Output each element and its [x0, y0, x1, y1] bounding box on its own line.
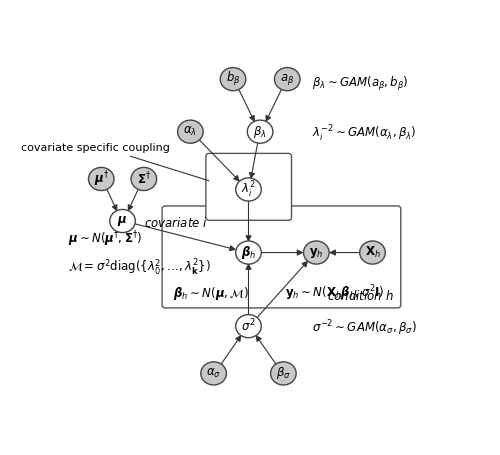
- Text: $\boldsymbol{\mu} \sim N(\boldsymbol{\mu}^{\dagger}, \boldsymbol{\Sigma}^{\dagge: $\boldsymbol{\mu} \sim N(\boldsymbol{\mu…: [68, 229, 142, 249]
- Text: $\sigma^2$: $\sigma^2$: [242, 318, 256, 334]
- Text: $\beta_{\lambda} \sim GAM(a_{\beta}, b_{\beta})$: $\beta_{\lambda} \sim GAM(a_{\beta}, b_{…: [312, 76, 409, 93]
- Text: $b_{\beta}$: $b_{\beta}$: [226, 70, 240, 88]
- Text: $\sigma^{-2} \sim GAM(\alpha_{\sigma}, \beta_{\sigma})$: $\sigma^{-2} \sim GAM(\alpha_{\sigma}, \…: [312, 318, 417, 338]
- FancyBboxPatch shape: [162, 206, 401, 308]
- Circle shape: [236, 241, 262, 264]
- Text: $\beta_{\sigma}$: $\beta_{\sigma}$: [276, 365, 291, 381]
- Text: $\mathcal{M} = \sigma^2\mathrm{diag}(\{\lambda_0^2, \ldots, \lambda_\mathbf{k}^2: $\mathcal{M} = \sigma^2\mathrm{diag}(\{\…: [68, 258, 211, 278]
- Text: $\boldsymbol{\Sigma}^{\dagger}$: $\boldsymbol{\Sigma}^{\dagger}$: [137, 171, 151, 187]
- Circle shape: [270, 362, 296, 385]
- Text: $\alpha_{\sigma}$: $\alpha_{\sigma}$: [206, 367, 221, 380]
- Text: $\boldsymbol{\beta}_h$: $\boldsymbol{\beta}_h$: [241, 244, 256, 261]
- Circle shape: [201, 362, 226, 385]
- Text: $\alpha_{\lambda}$: $\alpha_{\lambda}$: [184, 125, 198, 138]
- Circle shape: [274, 67, 300, 91]
- Text: covariate $i$: covariate $i$: [144, 216, 208, 230]
- Text: $\mathbf{X}_h$: $\mathbf{X}_h$: [364, 245, 380, 260]
- Circle shape: [360, 241, 386, 264]
- Text: $\mathbf{y}_h \sim N(\mathbf{X}_h\boldsymbol{\beta}_h, \sigma^2\mathbf{I})$: $\mathbf{y}_h \sim N(\mathbf{X}_h\boldsy…: [286, 284, 385, 303]
- FancyBboxPatch shape: [206, 153, 292, 220]
- Circle shape: [178, 120, 203, 143]
- Circle shape: [88, 167, 114, 191]
- Text: $\beta_{\lambda}$: $\beta_{\lambda}$: [254, 124, 267, 140]
- Circle shape: [236, 178, 262, 201]
- Circle shape: [236, 314, 262, 338]
- Circle shape: [220, 67, 246, 91]
- Circle shape: [131, 167, 156, 191]
- Circle shape: [304, 241, 329, 264]
- Text: $\boldsymbol{\mu}$: $\boldsymbol{\mu}$: [118, 214, 128, 228]
- Text: $\boldsymbol{\beta}_h \sim N(\boldsymbol{\mu}, \mathcal{M})$: $\boldsymbol{\beta}_h \sim N(\boldsymbol…: [173, 285, 249, 302]
- Text: $\lambda_i^2$: $\lambda_i^2$: [241, 179, 256, 200]
- Text: covariate specific coupling: covariate specific coupling: [21, 143, 170, 153]
- Circle shape: [110, 209, 136, 233]
- Text: condition $h$: condition $h$: [327, 288, 394, 303]
- Text: $\lambda_i^{-2} \sim GAM(\alpha_{\lambda}, \beta_{\lambda})$: $\lambda_i^{-2} \sim GAM(\alpha_{\lambda…: [312, 123, 417, 143]
- Text: $\mathbf{y}_h$: $\mathbf{y}_h$: [309, 246, 324, 259]
- Text: $a_{\beta}$: $a_{\beta}$: [280, 71, 294, 86]
- Text: $\boldsymbol{\mu}^{\dagger}$: $\boldsymbol{\mu}^{\dagger}$: [94, 169, 109, 189]
- Circle shape: [248, 120, 273, 143]
